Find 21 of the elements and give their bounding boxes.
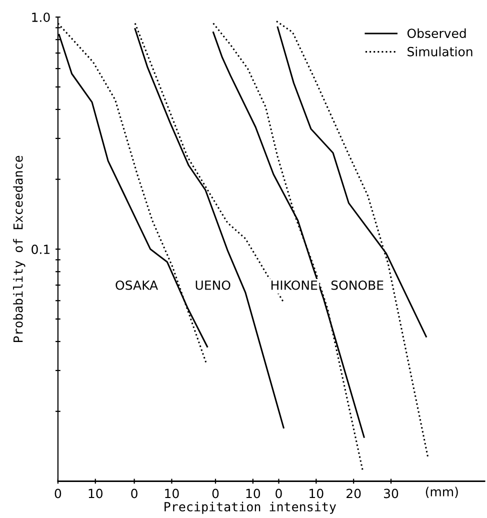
x-tick-label: 0 xyxy=(212,488,219,498)
x-tick-label: 10 xyxy=(246,488,260,498)
legend-label: Observed xyxy=(407,28,466,38)
x-tick-label: 30 xyxy=(384,488,398,498)
y-axis-title: Probability of Exceedance xyxy=(13,156,26,342)
text: OSAKA xyxy=(116,280,158,290)
text: SONOBE xyxy=(331,280,384,290)
y-tick-label: 0.1 xyxy=(32,244,50,254)
x-tick-label: 10 xyxy=(165,488,179,498)
x-tick-label: 0 xyxy=(131,488,138,498)
x-tick-label: 0 xyxy=(54,488,62,498)
y-tick-label: 1.0 xyxy=(32,12,50,22)
text: UENO xyxy=(196,280,230,290)
text: (mm) xyxy=(426,486,458,498)
x-tick-label: 20 xyxy=(346,488,361,498)
x-tick-label: 10 xyxy=(310,488,324,498)
x-tick-label: 10 xyxy=(88,488,102,498)
legend-label: Simulation xyxy=(408,46,472,56)
text: HIKONE xyxy=(271,280,318,290)
x-axis-title: Precipitation intensity xyxy=(164,502,336,514)
x-tick-label: 0 xyxy=(276,488,282,498)
